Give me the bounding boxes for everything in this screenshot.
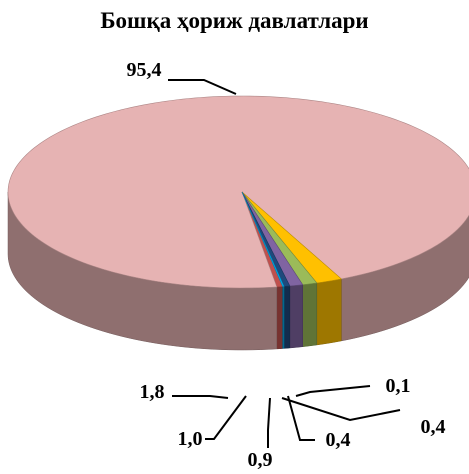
pie-side-wall bbox=[282, 286, 285, 349]
pie-side-wall bbox=[283, 285, 291, 349]
pie-data-label: 0,4 bbox=[326, 429, 351, 451]
pie-data-label: 1,0 bbox=[178, 428, 203, 450]
pie-labels: 0,4 95,4 1,8 1,0 0,9 0,4 0,1 bbox=[127, 59, 446, 471]
leader-line bbox=[287, 395, 315, 441]
pie-top bbox=[7, 95, 469, 289]
pie-data-label: 95,4 bbox=[127, 59, 162, 81]
leader-line bbox=[172, 395, 229, 399]
pie-slice bbox=[241, 191, 343, 284]
leader-line bbox=[281, 397, 401, 422]
pie-data-label: 1,8 bbox=[140, 381, 165, 403]
leader-line bbox=[267, 397, 271, 448]
pie-side-wall bbox=[316, 278, 342, 346]
pie-side-wall bbox=[289, 284, 303, 349]
pie-side-walls bbox=[7, 191, 469, 351]
leader-line bbox=[205, 395, 247, 440]
pie-data-label: 0,4 bbox=[421, 416, 446, 438]
pie-data-label: 0,1 bbox=[386, 375, 411, 397]
pie-side-wall bbox=[276, 286, 283, 350]
pie-data-label: 0,9 bbox=[248, 449, 273, 469]
pie-slice bbox=[7, 95, 469, 289]
pie-slice bbox=[241, 191, 285, 287]
leader-line bbox=[295, 385, 371, 397]
chart-title: Бошқа ҳориж давлатлари bbox=[100, 8, 369, 33]
leader-line bbox=[168, 79, 237, 95]
pie-side-wall bbox=[302, 282, 318, 347]
